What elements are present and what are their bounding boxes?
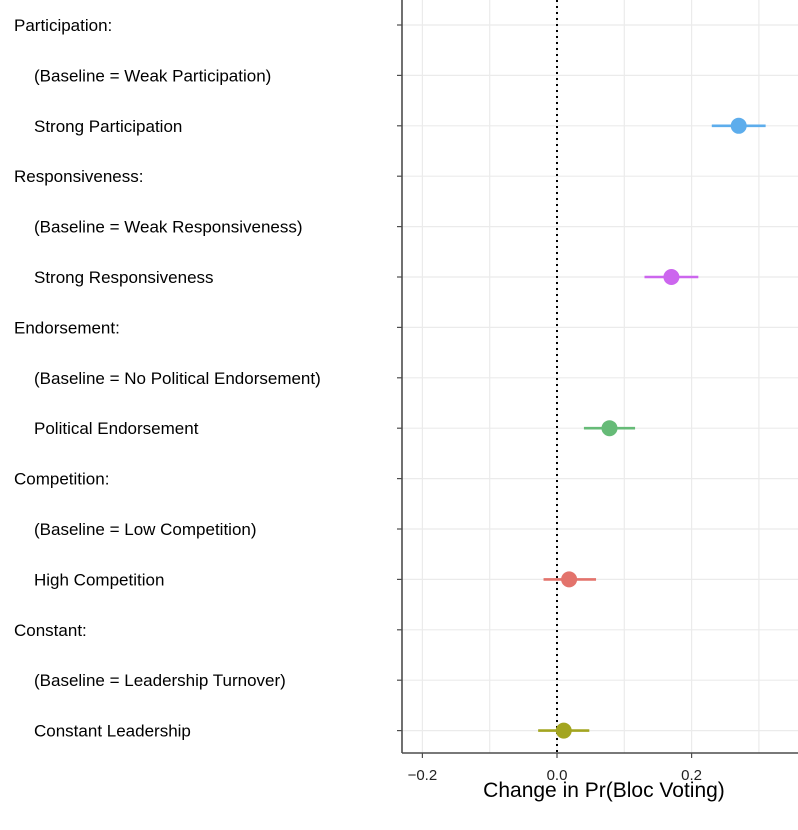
x-axis-title: Change in Pr(Bloc Voting) — [483, 779, 725, 802]
row-label: (Baseline = Low Competition) — [34, 520, 257, 539]
x-tick-label: 0.2 — [681, 767, 702, 784]
row-label: Endorsement: — [14, 318, 120, 337]
point-estimate — [730, 117, 747, 134]
row-labels: Participation: (Baseline = Weak Participa… — [14, 16, 321, 741]
x-tick-label: −0.2 — [408, 767, 438, 784]
row-label: Strong Participation — [34, 117, 182, 136]
point-estimate — [601, 420, 618, 437]
row-label: High Competition — [34, 570, 164, 589]
x-tick-label: 0.0 — [547, 767, 568, 784]
row-label: Constant: — [14, 621, 87, 640]
row-label: Strong Responsiveness — [34, 268, 214, 287]
grid — [402, 0, 798, 753]
x-tick-labels: −0.2 0.0 0.2 — [408, 767, 702, 784]
row-label: (Baseline = Leadership Turnover) — [34, 671, 286, 690]
row-label: Responsiveness: — [14, 167, 143, 186]
row-label: Competition: — [14, 470, 109, 489]
row-label: Political Endorsement — [34, 419, 199, 438]
axes — [397, 0, 798, 758]
point-estimate — [561, 571, 578, 588]
row-label: (Baseline = No Political Endorsement) — [34, 369, 321, 388]
estimates — [538, 117, 766, 739]
row-label: (Baseline = Weak Responsiveness) — [34, 218, 303, 237]
point-estimate — [663, 269, 680, 285]
row-label: Participation: — [14, 16, 112, 35]
row-label: Constant Leadership — [34, 722, 191, 741]
row-label: (Baseline = Weak Participation) — [34, 66, 271, 85]
point-estimate — [555, 722, 572, 739]
